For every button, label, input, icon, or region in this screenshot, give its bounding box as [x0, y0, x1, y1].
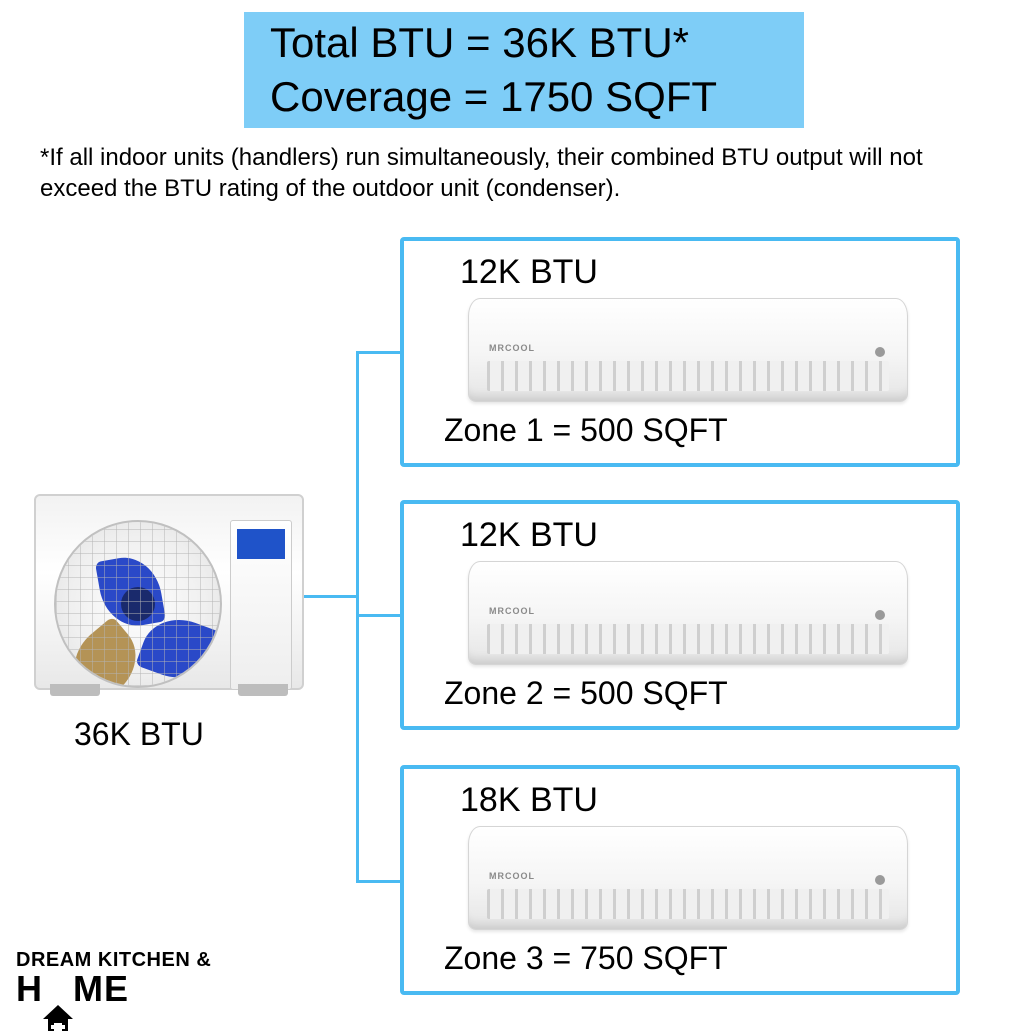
connector-branch-1 [356, 351, 400, 354]
condenser-illustration [34, 476, 304, 706]
summary-header: Total BTU = 36K BTU* Coverage = 1750 SQF… [244, 12, 804, 128]
brand-line2-right: ME [73, 968, 129, 1009]
summary-total-btu: Total BTU = 36K BTU* [270, 16, 804, 70]
connector-trunk [356, 352, 359, 882]
zone-2-btu: 12K BTU [460, 516, 936, 555]
connector-branch-2 [356, 614, 400, 617]
zone-box-3: 18K BTU Zone 3 = 750 SQFT [400, 765, 960, 995]
connector-stem [304, 595, 358, 598]
footnote-text: *If all indoor units (handlers) run simu… [40, 142, 984, 204]
zone-2-label: Zone 2 = 500 SQFT [444, 675, 936, 712]
zone-3-btu: 18K BTU [460, 781, 936, 820]
fan-icon [63, 529, 213, 679]
zone-1-label: Zone 1 = 500 SQFT [444, 412, 936, 449]
summary-coverage: Coverage = 1750 SQFT [270, 70, 804, 124]
condenser-body [34, 494, 304, 690]
connector-branch-3 [356, 880, 400, 883]
brand-line2: HME [16, 972, 211, 1006]
zone-box-1: 12K BTU Zone 1 = 500 SQFT [400, 237, 960, 467]
brand-line2-left: H [16, 968, 43, 1009]
indoor-handler-icon [468, 561, 908, 665]
indoor-handler-icon [468, 826, 908, 930]
condenser-fan-grille [54, 520, 222, 688]
brand-logo: DREAM KITCHEN & HME [16, 949, 211, 1006]
zone-3-label: Zone 3 = 750 SQFT [444, 940, 936, 977]
condenser-unit [34, 476, 304, 706]
indoor-handler-icon [468, 298, 908, 402]
zone-1-btu: 12K BTU [460, 253, 936, 292]
condenser-btu-label: 36K BTU [74, 716, 204, 753]
condenser-side-panel [230, 520, 292, 690]
zone-box-2: 12K BTU Zone 2 = 500 SQFT [400, 500, 960, 730]
